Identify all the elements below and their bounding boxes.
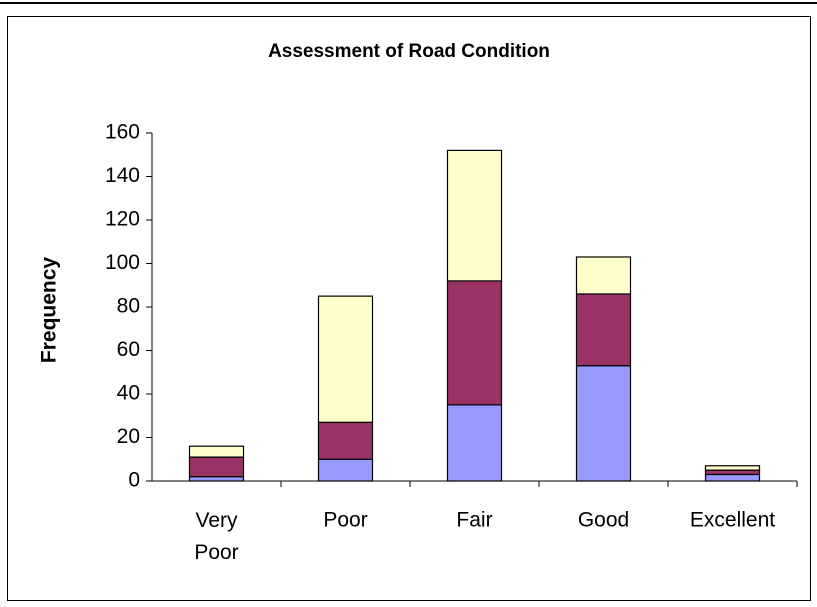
bar-segment (317, 421, 374, 460)
x-tick-label: Fair (456, 509, 492, 532)
bar-segment (575, 256, 632, 295)
bar-segment (317, 458, 374, 482)
bar-segment (704, 465, 761, 471)
y-tick-label: 100 (105, 251, 140, 274)
x-tick-label: Good (578, 509, 629, 532)
y-tick-label: 80 (117, 295, 140, 318)
bar-segment (575, 293, 632, 367)
bar-segment (446, 404, 503, 482)
bar-segment (188, 476, 245, 482)
y-tick-label: 140 (105, 164, 140, 187)
y-tick-label: 20 (117, 425, 140, 448)
chart-frame (7, 16, 811, 601)
bar-segment (317, 295, 374, 423)
chart-title: Assessment of Road Condition (268, 41, 550, 62)
bar-segment (704, 473, 761, 482)
y-tick-label: 40 (117, 382, 140, 405)
bar-segment (188, 456, 245, 478)
bar-segment (446, 280, 503, 406)
x-tick-label: Poor (323, 509, 367, 532)
x-tick-label: Excellent (690, 509, 775, 532)
bar-segment (575, 365, 632, 482)
bar-segment (446, 149, 503, 282)
y-tick-label: 0 (128, 469, 140, 492)
y-axis-label: Frequency (38, 257, 61, 364)
y-tick-label: 160 (105, 121, 140, 144)
x-tick-label: Very Poor (194, 509, 238, 564)
bar-segment (188, 445, 245, 458)
y-tick-label: 120 (105, 208, 140, 231)
bar-segment (704, 469, 761, 476)
y-tick-label: 60 (117, 338, 140, 361)
